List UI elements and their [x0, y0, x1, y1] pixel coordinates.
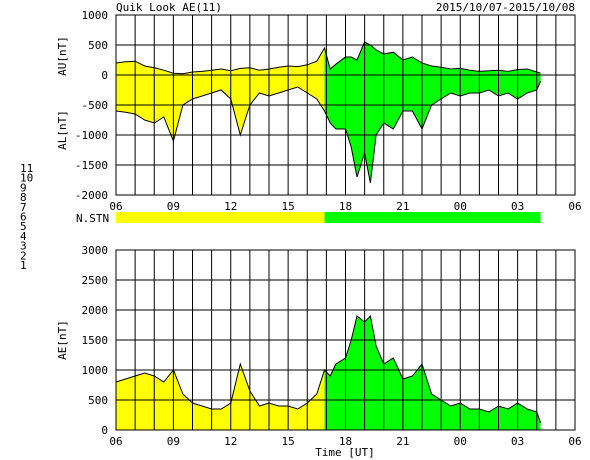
- y-tick-label: 2000: [82, 304, 109, 317]
- station-number: 8: [20, 191, 27, 204]
- station-number: 3: [20, 240, 27, 253]
- ae-fill-early: [116, 364, 325, 430]
- x-axis-label: Time [UT]: [315, 446, 375, 459]
- al-axis-label: AL[nT]: [56, 110, 69, 150]
- chart-title: Quik Look AE(11): [116, 1, 222, 14]
- station-number: 10: [20, 172, 33, 185]
- nstn-label: N.STN: [76, 212, 109, 225]
- station-bar-late: [324, 212, 541, 223]
- x-tick-label: 18: [339, 435, 352, 448]
- y-tick-label: -1000: [75, 129, 108, 142]
- x-tick-label: 12: [224, 435, 237, 448]
- x-tick-label: 21: [396, 435, 409, 448]
- ae-fill-late: [324, 316, 541, 430]
- x-tick-label: 15: [282, 435, 295, 448]
- x-tick-label: 00: [454, 200, 467, 213]
- x-tick-label: 18: [339, 200, 352, 213]
- x-tick-label: 06: [568, 200, 581, 213]
- x-tick-label: 06: [109, 200, 122, 213]
- ae-axis-label: AE[nT]: [56, 320, 69, 360]
- station-number: 11: [20, 162, 33, 175]
- date-range: 2015/10/07-2015/10/08: [436, 1, 575, 14]
- y-tick-label: 2500: [82, 274, 109, 287]
- x-tick-label: 15: [282, 200, 295, 213]
- station-number: 5: [20, 220, 27, 233]
- au-al-panel: [115, 41, 542, 184]
- x-tick-label: 03: [511, 435, 524, 448]
- station-bar-early: [116, 212, 325, 223]
- station-number: 7: [20, 201, 27, 214]
- x-tick-label: 06: [109, 435, 122, 448]
- au-al-fill-early: [116, 48, 325, 141]
- station-number: 1: [20, 259, 27, 272]
- x-tick-label: 09: [167, 200, 180, 213]
- x-tick-label: 03: [511, 200, 524, 213]
- station-bar: [116, 212, 541, 223]
- x-tick-label: 09: [167, 435, 180, 448]
- y-tick-label: -1500: [75, 159, 108, 172]
- y-tick-label: 500: [88, 394, 108, 407]
- y-tick-label: 0: [101, 69, 108, 82]
- ae-frame: [115, 249, 576, 431]
- y-tick-label: 1000: [82, 364, 109, 377]
- y-tick-label: 0: [101, 424, 108, 437]
- y-tick-label: 3000: [82, 244, 109, 257]
- station-number: 6: [20, 211, 27, 224]
- y-tick-label: -2000: [75, 189, 108, 202]
- x-tick-label: 00: [454, 435, 467, 448]
- station-number: 2: [20, 249, 27, 262]
- au-al-frame: [115, 14, 576, 196]
- station-number: 9: [20, 181, 27, 194]
- x-tick-label: 21: [396, 200, 409, 213]
- au-al-fill-late: [324, 42, 541, 183]
- au-axis-label: AU[nT]: [56, 36, 69, 76]
- x-tick-label: 12: [224, 200, 237, 213]
- y-tick-label: 500: [88, 39, 108, 52]
- x-tick-label: 06: [568, 435, 581, 448]
- station-number: 4: [20, 230, 27, 243]
- y-tick-label: -500: [82, 99, 109, 112]
- y-tick-label: 1500: [82, 334, 109, 347]
- y-tick-label: 1000: [82, 9, 109, 22]
- ae-panel: [115, 314, 542, 430]
